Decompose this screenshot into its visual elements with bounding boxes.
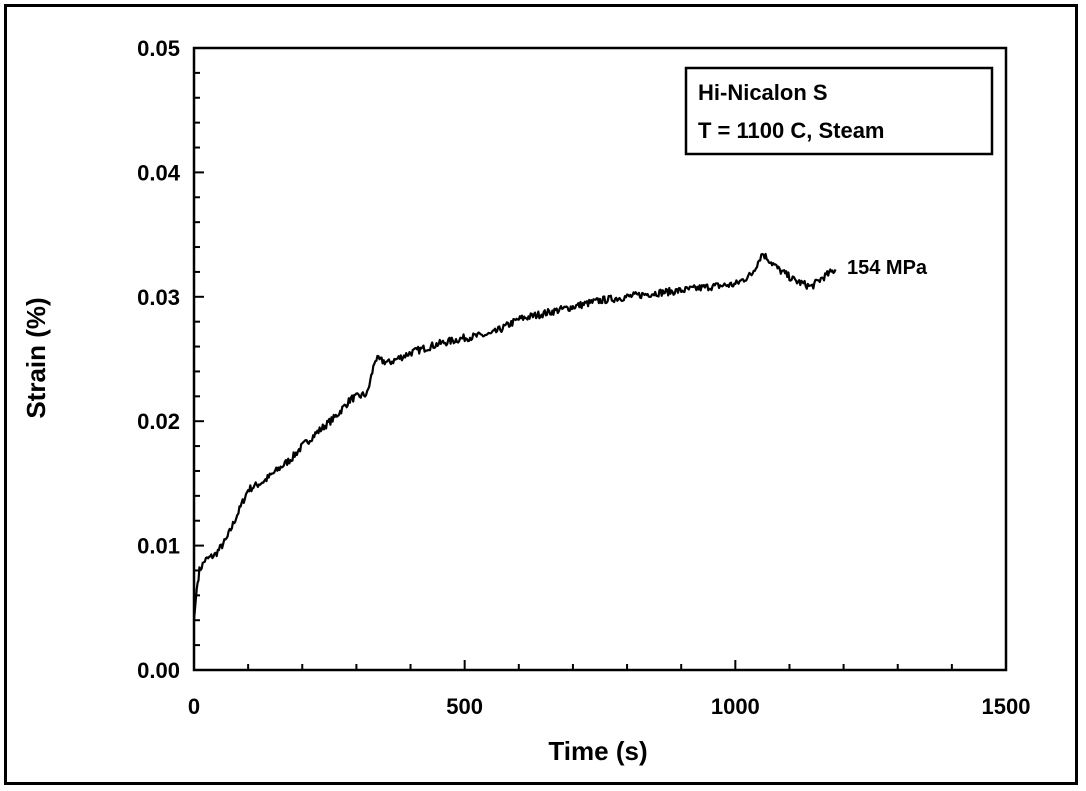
y-tick-label: 0.02 <box>137 409 180 434</box>
plot-area-border <box>192 46 1008 672</box>
x-tick-label: 500 <box>446 694 483 719</box>
y-tick-label: 0.04 <box>137 160 181 185</box>
y-tick-label: 0.03 <box>137 285 180 310</box>
legend-border <box>684 66 994 156</box>
x-axis-title: Time (s) <box>548 736 647 766</box>
y-tick-label: 0.01 <box>137 534 180 559</box>
y-tick-label: 0.00 <box>137 658 180 683</box>
y-tick-label: 0.05 <box>137 36 180 61</box>
series-label-154mpa: 154 MPa <box>847 257 928 279</box>
legend-box: Hi-Nicalon S T = 1100 C, Steam <box>684 66 994 156</box>
x-tick-label: 1500 <box>982 694 1031 719</box>
legend-line-1: Hi-Nicalon S <box>698 80 828 105</box>
x-tick-label: 0 <box>188 694 200 719</box>
legend-line-2: T = 1100 C, Steam <box>698 118 885 143</box>
y-axis-title: Strain (%) <box>21 297 51 418</box>
x-tick-label: 1000 <box>711 694 760 719</box>
tick-labels-layer: 0.00 0.01 0.02 0.03 0.04 0.05 0 500 1000 1500 <box>137 36 1030 719</box>
series-line-154mpa <box>192 252 837 621</box>
